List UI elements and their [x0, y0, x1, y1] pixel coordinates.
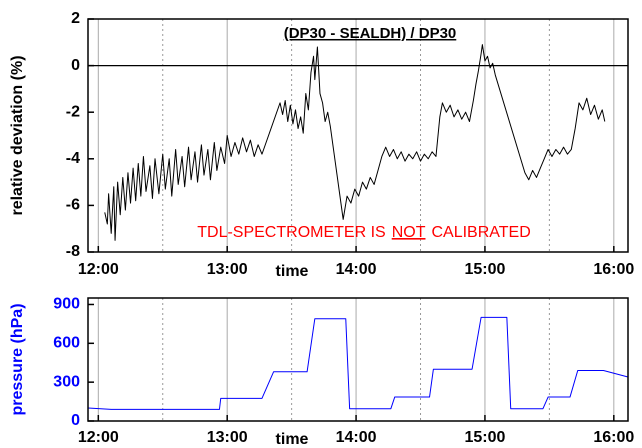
- y-tick-label: 2: [71, 10, 80, 27]
- y-tick-label: 0: [71, 57, 80, 74]
- annotation-part: CALIBRATED: [431, 224, 530, 241]
- plot-frame: [87, 18, 629, 253]
- data-line: [87, 316, 629, 410]
- y-tick-label: 0: [71, 412, 80, 429]
- x-tick-label: 16:00: [593, 261, 634, 278]
- x-tick-label: 14:00: [336, 261, 377, 278]
- y-tick-label: -2: [66, 103, 80, 120]
- annotation-part: TDL-SPECTROMETER IS: [197, 224, 385, 241]
- x-tick-label: 15:00: [464, 261, 505, 278]
- y-tick-label: -4: [66, 150, 80, 167]
- y-axis-label: pressure (hPa): [9, 303, 26, 415]
- y-tick-label: 900: [53, 296, 80, 313]
- annotation: TDL-SPECTROMETER IS NOT CALIBRATED: [197, 224, 531, 241]
- chart-title: (DP30 - SEALDH) / DP30: [284, 25, 457, 42]
- x-tick-label: 12:00: [78, 261, 119, 278]
- annotation-part: NOT: [392, 224, 426, 241]
- y-axis-label: relative deviation (%): [9, 55, 26, 215]
- x-tick-label: 13:00: [207, 429, 248, 446]
- x-tick-label: 12:00: [78, 429, 119, 446]
- y-tick-label: 300: [53, 373, 80, 390]
- y-tick-label: 600: [53, 335, 80, 352]
- x-tick-label: 13:00: [207, 261, 248, 278]
- x-tick-label: 14:00: [336, 429, 377, 446]
- y-tick-label: -8: [66, 243, 80, 260]
- x-tick-label: 16:00: [593, 429, 634, 446]
- plot-frame: [87, 297, 629, 422]
- x-axis-label: time: [276, 431, 309, 448]
- data-line: [104, 44, 606, 241]
- x-tick-label: 15:00: [464, 429, 505, 446]
- y-tick-label: -6: [66, 197, 80, 214]
- x-axis-label: time: [276, 263, 309, 280]
